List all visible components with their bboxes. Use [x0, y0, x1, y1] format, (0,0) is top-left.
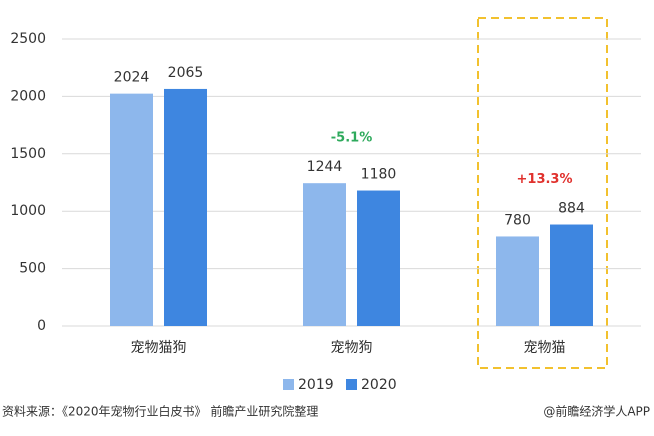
y-tick-label: 2000: [10, 88, 46, 104]
annotation: -5.1%: [331, 131, 372, 146]
data-label: 884: [558, 201, 585, 217]
bar: [164, 88, 207, 326]
data-label: 2024: [114, 70, 150, 86]
y-tick-label: 0: [37, 318, 46, 334]
legend-label: 2019: [298, 377, 334, 393]
y-tick-label: 2500: [10, 31, 46, 47]
y-tick-label: 1000: [10, 203, 46, 219]
bar: [357, 190, 400, 326]
y-tick-label: 1500: [10, 146, 46, 162]
x-tick-label: 宠物猫: [524, 340, 566, 356]
data-label: 1180: [361, 167, 397, 183]
data-label: 1244: [307, 159, 343, 175]
data-label: 2065: [168, 65, 204, 81]
x-tick-label: 宠物狗: [331, 340, 373, 356]
source: 资料来源：《2020年宠物行业白皮书》 前瞻产业研究院整理: [2, 404, 318, 419]
legend-swatch: [346, 379, 357, 390]
bar: [496, 236, 539, 326]
bar: [303, 183, 346, 326]
credit: @前瞻经济学人APP: [543, 404, 650, 419]
annotation: +13.3%: [517, 172, 573, 187]
bar: [110, 93, 153, 326]
highlight-box: [477, 17, 608, 369]
legend-label: 2020: [361, 377, 397, 393]
y-tick-label: 500: [19, 261, 46, 277]
legend-swatch: [283, 379, 294, 390]
data-label: 780: [504, 212, 531, 228]
bar: [550, 224, 593, 326]
x-tick-label: 宠物猫狗: [131, 340, 187, 356]
